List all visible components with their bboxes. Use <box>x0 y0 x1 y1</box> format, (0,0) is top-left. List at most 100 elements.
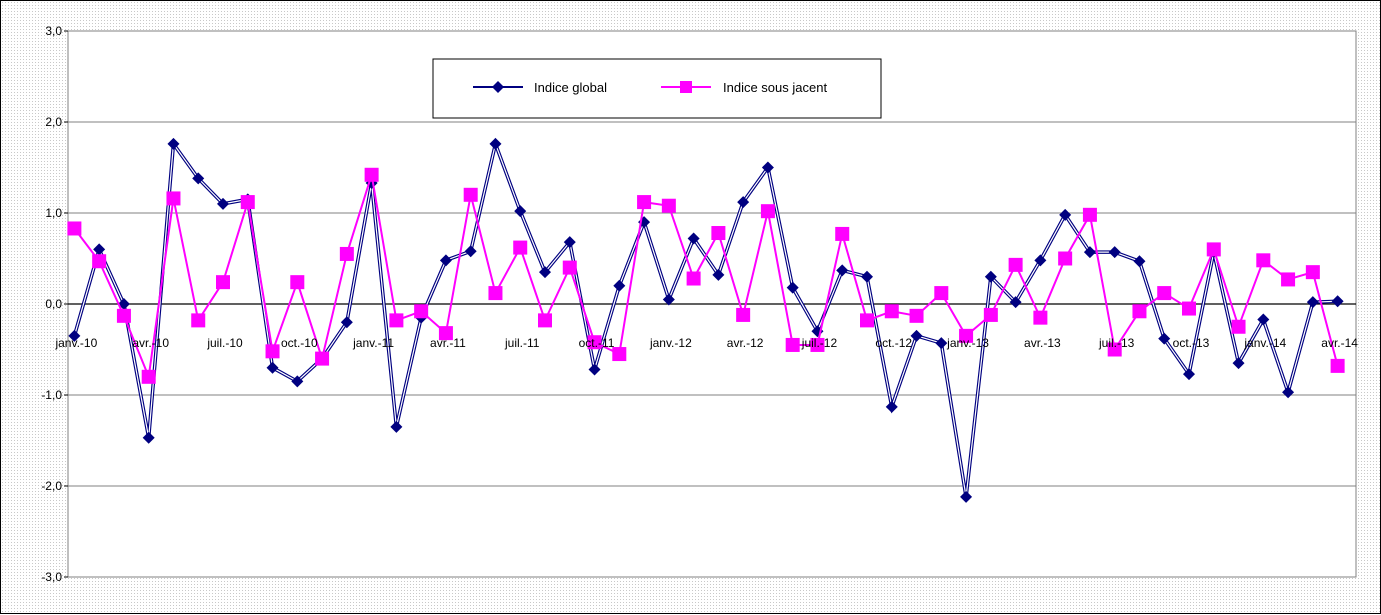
y-tick-label: -3,0 <box>41 570 62 584</box>
data-point <box>1158 332 1171 345</box>
gridlines <box>68 121 1356 487</box>
data-point <box>538 313 552 328</box>
y-tick-label: 1,0 <box>45 206 62 220</box>
data-point <box>1206 242 1221 257</box>
y-tick-label: 0,0 <box>45 297 62 311</box>
data-point <box>141 369 156 384</box>
data-point <box>613 279 626 292</box>
data-point <box>488 286 503 301</box>
data-point <box>217 197 229 210</box>
x-tick-label: oct.-12 <box>875 336 912 350</box>
data-point <box>1059 208 1072 221</box>
series-indice-sous-jacent <box>67 167 1345 384</box>
data-point <box>1034 254 1047 267</box>
data-point <box>1306 296 1319 309</box>
data-point <box>265 344 280 359</box>
data-point <box>464 245 477 258</box>
data-point <box>587 335 602 350</box>
x-tick-label: juil.-12 <box>801 336 838 350</box>
data-point <box>1008 257 1023 272</box>
data-point <box>1330 358 1345 373</box>
data-point <box>513 240 528 255</box>
data-point <box>1083 246 1096 259</box>
y-tick-label: 3,0 <box>45 24 62 38</box>
x-tick-label: juil.-10 <box>206 336 243 350</box>
x-tick-label: avr.-12 <box>727 336 764 350</box>
data-point <box>240 195 255 210</box>
data-point <box>959 328 974 343</box>
data-point <box>438 326 453 341</box>
data-point <box>291 375 304 388</box>
data-point <box>1232 357 1245 370</box>
data-point <box>934 286 949 301</box>
data-point <box>1331 295 1344 308</box>
data-point <box>1133 255 1146 268</box>
data-point <box>1256 253 1271 268</box>
data-point <box>489 137 502 150</box>
data-point <box>389 313 404 328</box>
data-point <box>984 270 997 283</box>
legend-box <box>432 58 882 119</box>
x-tick-label: juil.-11 <box>504 336 540 350</box>
data-point <box>1231 319 1246 334</box>
data-point <box>786 281 799 294</box>
series-line <box>73 174 1339 381</box>
data-point <box>1305 265 1320 280</box>
data-point <box>1157 286 1172 301</box>
data-point <box>1108 246 1121 259</box>
legend-label-sous-jacent: Indice sous jacent <box>723 80 827 95</box>
data-point <box>737 196 750 209</box>
data-point <box>364 167 379 182</box>
x-tick-label: avr.-14 <box>1321 336 1358 350</box>
data-point <box>93 243 106 256</box>
x-tick-label: janv.-10 <box>54 336 97 350</box>
data-point <box>192 172 205 185</box>
legend-marker-global <box>492 81 504 93</box>
data-point <box>216 275 230 290</box>
x-tick-label: avr.-13 <box>1024 336 1061 350</box>
data-point <box>885 400 898 413</box>
data-point <box>760 204 775 219</box>
data-point <box>983 307 998 322</box>
data-point <box>1182 301 1196 316</box>
x-tick-label: janv.-14 <box>1243 336 1286 350</box>
data-point <box>909 308 924 323</box>
data-point <box>390 420 403 433</box>
legend-label-global: Indice global <box>534 80 607 95</box>
data-point <box>662 293 675 306</box>
y-tick-label: 2,0 <box>45 115 62 129</box>
data-point <box>687 232 700 245</box>
data-point <box>1132 304 1147 319</box>
data-point <box>290 275 305 290</box>
data-point <box>167 137 180 150</box>
data-point <box>340 316 353 329</box>
data-point <box>563 236 576 249</box>
data-point <box>315 351 330 366</box>
data-point <box>116 308 131 323</box>
x-tick-label: juil.-13 <box>1098 336 1135 350</box>
data-point <box>142 431 155 444</box>
data-point <box>736 307 751 322</box>
data-point <box>637 195 652 210</box>
data-point <box>562 260 577 275</box>
data-point <box>712 268 725 281</box>
data-point <box>266 361 279 374</box>
data-point <box>861 270 873 283</box>
data-point <box>1058 251 1073 266</box>
data-point <box>191 313 206 328</box>
y-tick-label: -1,0 <box>41 388 62 402</box>
data-point <box>514 205 527 218</box>
data-point <box>836 264 849 277</box>
data-point <box>439 254 452 267</box>
data-point <box>835 226 850 241</box>
data-point <box>588 363 601 376</box>
x-tick-label: oct.-13 <box>1173 336 1210 350</box>
x-tick-label: janv.-11 <box>352 336 394 350</box>
data-point <box>612 347 627 362</box>
data-point <box>1183 368 1195 381</box>
data-point <box>67 221 82 236</box>
data-point <box>339 246 354 261</box>
data-point <box>960 490 973 503</box>
data-point <box>860 313 874 328</box>
